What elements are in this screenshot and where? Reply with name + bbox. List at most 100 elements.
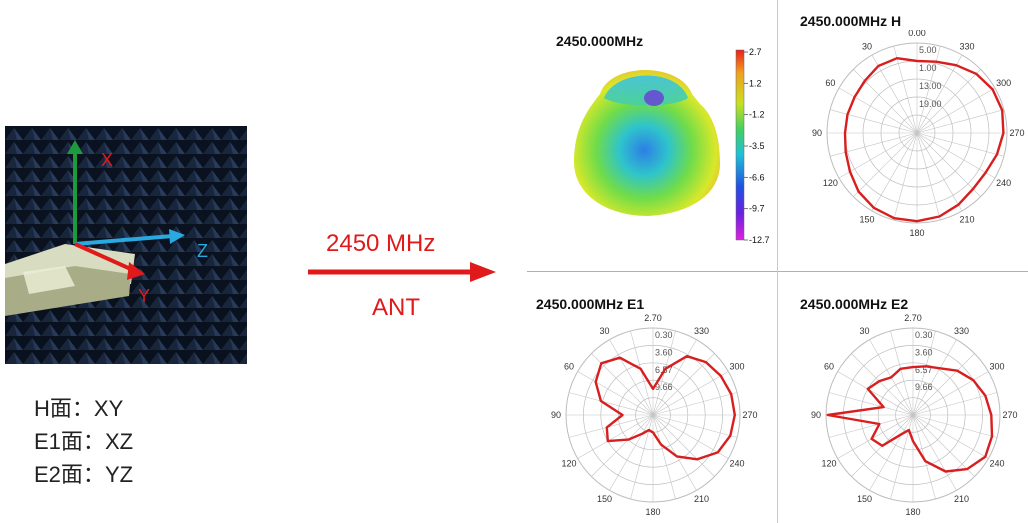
polar-spoke	[916, 69, 981, 134]
polar-spoke	[652, 414, 697, 491]
polar-spoke	[652, 414, 676, 500]
polar-e1-title: 2450.000MHz E1	[536, 296, 645, 312]
polar-angle-label: 330	[954, 326, 969, 336]
polar-spoke	[591, 414, 654, 477]
polar-chart-h: 0.00 30 60 90 120 150 180 210 240 270 300 330 5.00 1.…	[812, 30, 1025, 238]
polar-angle-label: 30	[859, 326, 869, 336]
colorbar-tick-label: -6.6	[749, 172, 765, 182]
polar-angle-label: 180	[905, 507, 920, 517]
polar-spoke	[630, 414, 654, 500]
polar-spoke	[652, 414, 715, 477]
surface-top-lobe	[604, 75, 688, 106]
polar-angle-label: 300	[989, 362, 1004, 372]
polar-radial-label: 13.00	[919, 81, 942, 91]
colorbar-tick-label: 2.7	[749, 47, 762, 57]
polar-spoke	[912, 330, 936, 416]
polar-spoke	[568, 414, 654, 438]
antenna-setup-photo: X Z Y	[5, 126, 247, 364]
polar-spoke	[912, 414, 936, 500]
radiation-3d-surface	[574, 70, 720, 216]
polar-radial-label: 19.00	[919, 99, 942, 109]
polar-chart-e2: 2.70 30 60 90 120 150 180 210 240 270 300 330 0.30 3.…	[811, 313, 1018, 517]
axis-x-label: X	[101, 150, 113, 170]
polar-angle-label: 30	[862, 41, 872, 51]
polar-spoke	[916, 132, 941, 221]
polar-angle-label: 30	[599, 326, 609, 336]
polar-angle-label: 120	[823, 178, 838, 188]
polar-angle-label: 60	[825, 78, 835, 88]
polar-angle-label: 120	[821, 459, 836, 469]
polar-angle-label: 90	[811, 410, 821, 420]
polar-angle-label: 330	[694, 326, 709, 336]
plane-e1: E1面：XZ	[34, 429, 134, 454]
polar-radial-label: 1.00	[919, 63, 937, 73]
grid-divider-vertical	[777, 0, 778, 523]
polar-angle-label: 2.70	[644, 313, 662, 323]
polar-angle-label: 270	[742, 410, 757, 420]
surface-lobe	[574, 70, 720, 216]
polar-spoke	[609, 339, 654, 416]
colorbar-gradient	[735, 49, 745, 241]
polar-spoke	[652, 339, 697, 416]
polar-angle-label: 300	[996, 78, 1011, 88]
polar-spoke	[916, 109, 1005, 134]
polar-spoke	[893, 132, 918, 221]
polar-radial-label: 3.60	[655, 347, 673, 357]
polar-spoke	[916, 132, 963, 212]
polar-spoke	[912, 371, 989, 416]
polar-spoke	[916, 132, 996, 179]
polar-trace	[594, 355, 736, 461]
colorbar: 2.7 1.2 -1.2 -3.5 -6.6 -9.7 -12.7	[735, 47, 770, 245]
polar-spoke	[838, 87, 918, 134]
axis-y: Y	[74, 242, 150, 306]
arrow-icon	[308, 262, 496, 282]
polar-spoke	[912, 414, 957, 491]
polar-radial-label: 0.30	[915, 330, 933, 340]
polar-spoke	[829, 109, 918, 134]
colorbar-tick-label: 1.2	[749, 78, 762, 88]
polar-spoke	[916, 132, 981, 197]
polar-angle-label: 180	[909, 228, 924, 238]
polar-spoke	[630, 330, 654, 416]
polar-angle-label: 270	[1009, 128, 1024, 138]
polar-angle-label: 120	[561, 459, 576, 469]
polar-angle-label: 210	[954, 494, 969, 504]
polar-angle-label: 240	[729, 459, 744, 469]
polar-angle-label: 180	[645, 507, 660, 517]
polar-h-title: 2450.000MHz H	[800, 13, 902, 29]
polar-radial-label: 3.60	[915, 347, 933, 357]
polar-spoke	[652, 414, 738, 438]
polar-spoke	[916, 132, 1005, 157]
polar-spoke	[912, 414, 975, 477]
polar-radial-label: 9.66	[655, 382, 673, 392]
polar-spoke	[916, 87, 996, 134]
polar-angle-label: 300	[729, 362, 744, 372]
axis-z-label: Z	[197, 241, 208, 261]
axis-x: X	[67, 140, 113, 244]
polar-angle-label: 90	[812, 128, 822, 138]
polar-chart-e1: 2.70 30 60 90 120 150 180 210 240 270 300 330 0.30 3.…	[551, 313, 758, 517]
polar-spoke	[912, 353, 975, 416]
polar-spoke	[829, 132, 918, 157]
colorbar-tick-label: -12.7	[749, 235, 770, 245]
polar-angle-label: 0.00	[908, 30, 926, 38]
polar-spoke	[916, 54, 963, 134]
surface-null	[644, 90, 664, 106]
polar-spoke	[609, 414, 654, 491]
frequency-arrow: 2450 MHz ANT	[300, 230, 505, 330]
polar-angle-label: 150	[857, 494, 872, 504]
polar-spoke	[871, 132, 918, 212]
polar-angle-label: 240	[996, 178, 1011, 188]
arrow-frequency-label: 2450 MHz	[326, 230, 436, 257]
polar-spoke	[912, 392, 998, 416]
polar-spoke	[912, 414, 989, 459]
polar-spoke	[577, 414, 654, 459]
polar-e2-title: 2450.000MHz E2	[800, 296, 909, 312]
polar-angle-label: 90	[551, 410, 561, 420]
polar-spoke	[912, 414, 998, 438]
polar-spoke	[853, 132, 918, 197]
polar-spoke	[568, 392, 654, 416]
polar-spoke	[652, 330, 676, 416]
polar-spoke	[871, 54, 918, 134]
axis-y-label: Y	[138, 286, 150, 306]
